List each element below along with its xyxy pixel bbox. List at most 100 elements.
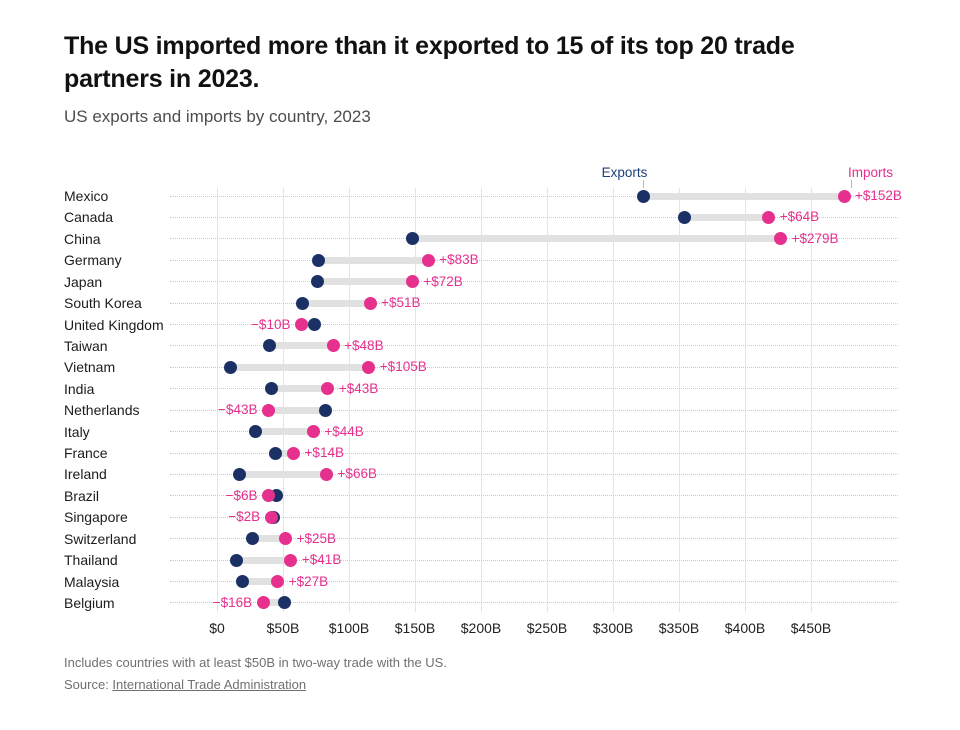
exports-dot [677,210,691,224]
dumbbell-bar [239,470,327,478]
trade-balance-label: +$72B [423,273,463,289]
exports-dot [230,553,244,567]
trade-balance-label: −$16B [212,595,253,611]
imports-dot [264,510,278,524]
row-gridline [170,324,898,326]
x-axis-tick-label: $300B [592,620,634,636]
row-gridline [170,559,898,561]
trade-balance-label: −$6B [225,488,258,504]
x-axis-tick-label: $450B [790,620,832,636]
legend-imports-label: Imports [848,165,894,180]
country-label: United Kingdom [64,316,164,333]
exports-dot [318,403,332,417]
row-gridline [170,452,898,454]
trade-balance-label: +$51B [381,295,421,311]
exports-dot [235,575,249,589]
country-label: China [64,230,101,247]
dumbbell-bar [269,342,334,350]
exports-dot [405,232,419,246]
trade-balance-label: +$152B [855,188,902,204]
trade-balance-label: +$14B [304,445,344,461]
country-label: India [64,380,95,397]
trade-balance-label: +$25B [296,530,337,546]
country-label: Netherlands [64,402,140,419]
row-gridline [170,516,898,518]
x-axis-tick-label: $200B [460,620,502,636]
exports-dot [223,360,237,374]
dumbbell-bar [242,578,278,586]
trade-balance-label: −$10B [251,316,291,332]
country-label: Malaysia [64,573,120,590]
imports-dot [405,275,419,289]
x-axis-tick-label: $250B [526,620,568,636]
trade-balance-label: −$43B [218,402,258,418]
x-axis-tick-label: $150B [394,620,436,636]
row-gridline [170,345,898,347]
country-label: Canada [64,209,114,226]
country-label: Belgium [64,594,115,611]
country-label: Thailand [64,552,118,569]
dumbbell-bar [252,535,286,543]
trade-balance-label: +$66B [337,466,377,482]
imports-dot [326,339,340,353]
country-label: Mexico [64,188,109,204]
dumbbell-bar [302,299,371,307]
imports-dot [287,446,301,460]
exports-dot [246,532,260,546]
imports-dot [261,403,275,417]
imports-dot [774,232,788,246]
exports-dot [310,275,324,289]
chart-subtitle: US exports and imports by country, 2023 [64,107,371,126]
row-gridline [170,602,898,604]
row-gridline [170,366,898,368]
x-gridline [612,188,614,612]
exports-dot [636,189,650,203]
x-gridline [678,188,680,612]
country-label: Japan [64,273,103,290]
country-label: Vietnam [64,359,116,376]
exports-dot [248,425,262,439]
trade-balance-label: +$64B [779,209,820,225]
dumbbell-bar [263,599,285,607]
dumbbell-bar [236,556,291,564]
dumbbell-bar [268,406,326,414]
trade-balance-label: +$41B [301,552,342,568]
imports-dot [306,425,320,439]
row-gridline [170,431,898,433]
row-gridline [170,388,898,390]
chart-footnote: Includes countries with at least $50B in… [64,655,447,670]
trade-balance-label: +$279B [791,231,839,247]
country-label: Switzerland [64,530,137,547]
dumbbell-bar [412,235,781,243]
source-prefix: Source: [64,677,113,692]
x-axis-tick-label: $400B [724,620,766,636]
dumbbell-bar [230,363,369,371]
imports-dot [321,382,335,396]
exports-dot [232,467,246,481]
x-axis-tick-label: $50B [266,620,300,636]
row-gridline [170,538,898,540]
dumbbell-bar [301,321,315,329]
exports-dot [264,382,278,396]
imports-dot [261,489,275,503]
country-label: Brazil [64,487,100,504]
source-link[interactable]: International Trade Administration [112,677,307,692]
row-gridline [170,259,898,261]
x-gridline [744,188,746,612]
country-label: Taiwan [64,337,108,354]
dumbbell-bar [684,213,769,221]
chart-source: Source: International Trade Administrati… [64,677,306,692]
imports-dot [271,575,285,589]
trade-balance-label: +$44B [324,423,364,439]
imports-dot [294,318,308,332]
country-label: Italy [64,423,90,440]
trade-balance-label: +$83B [439,252,479,268]
exports-dot [268,446,282,460]
x-gridline [480,188,482,612]
dumbbell-bar [643,192,844,200]
legend-imports-tick [851,180,852,188]
trade-balance-label: −$2B [228,509,261,525]
exports-dot [263,339,277,353]
row-gridline [170,473,898,475]
